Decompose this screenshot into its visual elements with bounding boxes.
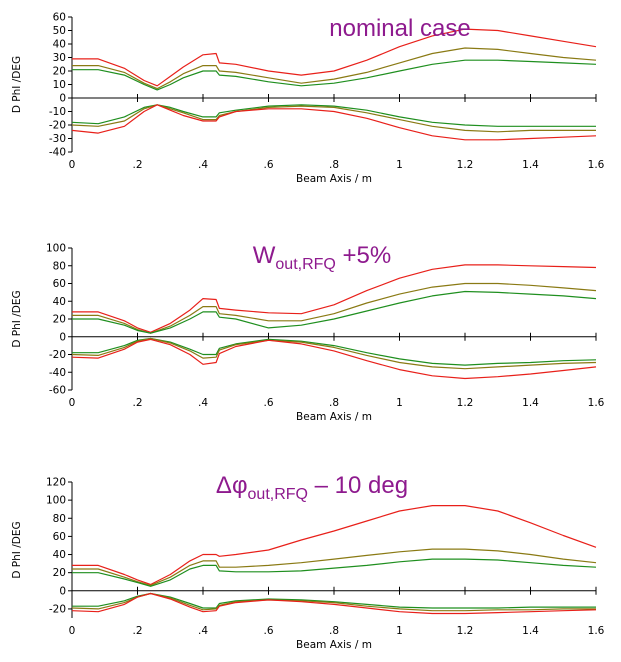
x-tick-label: 1.6: [588, 625, 605, 637]
y-tick-label: 80: [53, 260, 66, 272]
y-tick-label: -20: [49, 349, 66, 361]
series-line-3: [72, 558, 597, 587]
y-axis-label: D PhI /DEG: [11, 521, 23, 578]
y-tick-label: 20: [53, 567, 66, 579]
x-tick-label: 0: [69, 625, 76, 637]
y-tick-label: 40: [53, 549, 66, 561]
y-tick-label: -40: [49, 147, 66, 159]
x-tick-label: .4: [198, 397, 208, 409]
x-tick-label: 0: [69, 159, 76, 171]
series-line-4: [72, 337, 597, 366]
x-tick-label: .6: [263, 625, 273, 637]
x-tick-label: 1: [396, 625, 403, 637]
y-axis-label: D PhI /DEG: [11, 56, 23, 113]
y-tick-label: 20: [53, 314, 66, 326]
y-tick-label: 60: [53, 278, 66, 290]
series-line-2: [72, 47, 597, 90]
x-tick-label: 1.2: [457, 625, 474, 637]
x-tick-label: .6: [263, 397, 273, 409]
series-line-6: [71, 104, 597, 141]
x-tick-label: 1.4: [522, 625, 539, 637]
y-tick-label: -20: [49, 120, 66, 132]
y-tick-label: 100: [46, 495, 66, 507]
x-tick-label: 1.6: [588, 397, 605, 409]
series-line-3: [72, 59, 597, 91]
x-tick-label: 1.4: [522, 159, 539, 171]
y-tick-label: -10: [49, 106, 66, 118]
y-tick-label: -40: [49, 367, 66, 379]
x-tick-label: 1: [396, 159, 403, 171]
x-tick-label: .2: [132, 159, 142, 171]
x-tick-label: .2: [132, 397, 142, 409]
y-tick-label: 50: [53, 25, 66, 37]
y-tick-label: 40: [53, 39, 66, 51]
y-tick-label: -60: [49, 385, 66, 397]
series-line-6: [71, 338, 597, 380]
series-line-6: [71, 592, 597, 615]
y-axis-label: D PhI /DEG: [11, 290, 23, 347]
x-tick-label: .8: [329, 397, 339, 409]
x-tick-label: 1.6: [588, 159, 605, 171]
chart-title: nominal case: [329, 15, 470, 42]
x-tick-label: .8: [329, 625, 339, 637]
series-line-5: [71, 337, 597, 370]
series-line-4: [71, 104, 596, 127]
series-line-3: [72, 290, 597, 334]
series-line-1: [72, 264, 597, 333]
x-tick-label: .2: [132, 625, 142, 637]
x-tick-label: 1.2: [457, 397, 474, 409]
y-tick-label: 60: [53, 12, 66, 24]
x-tick-label: 0: [69, 397, 76, 409]
x-axis-label: Beam Axis / m: [296, 639, 372, 651]
series-line-4: [72, 592, 596, 609]
y-tick-label: -30: [49, 133, 66, 145]
x-tick-label: .8: [329, 159, 339, 171]
x-tick-label: .4: [198, 625, 208, 637]
chart-panel-2: -60 -40 -20 0 20 40 60 80 100 0 .2 .4 .6 .8 1 1.2 1.4 1.6…: [11, 242, 605, 423]
y-tick-label: 30: [53, 52, 66, 64]
y-tick-label: 10: [53, 79, 66, 91]
y-tick-label: 0: [59, 93, 66, 105]
x-tick-label: 1.2: [457, 159, 474, 171]
y-tick-label: -20: [49, 603, 66, 615]
x-tick-label: 1.4: [522, 397, 539, 409]
y-tick-label: 0: [59, 585, 66, 597]
series-line-5: [71, 592, 596, 612]
chart-title: Wout,RFQ +5%: [253, 242, 392, 273]
x-tick-label: .4: [198, 159, 208, 171]
series-line-2: [72, 282, 597, 334]
y-tick-label: 40: [53, 296, 66, 308]
y-tick-label: 20: [53, 66, 66, 78]
y-tick-label: 120: [46, 477, 66, 489]
y-tick-label: 60: [53, 531, 66, 543]
y-tick-label: 80: [53, 513, 66, 525]
x-tick-label: 1: [396, 397, 403, 409]
x-axis-label: Beam Axis / m: [296, 411, 372, 423]
series-line-2: [72, 548, 597, 587]
x-tick-label: .6: [263, 159, 273, 171]
series-line-1: [72, 28, 597, 87]
y-tick-label: 100: [46, 243, 66, 255]
y-tick-label: 0: [59, 331, 66, 343]
series-line-5: [71, 104, 596, 133]
chart-title: Δφout,RFQ – 10 deg: [216, 472, 408, 503]
x-axis-label: Beam Axis / m: [296, 173, 372, 185]
series-line-1: [72, 505, 597, 586]
